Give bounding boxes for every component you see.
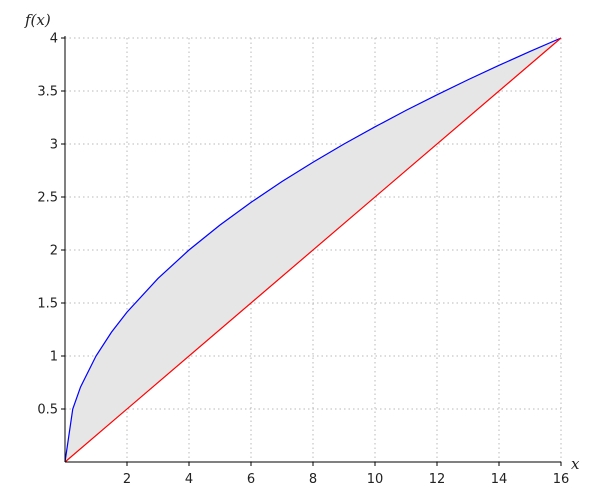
x-tick-label: 4	[185, 472, 193, 487]
y-tick-label: 2.5	[37, 191, 58, 206]
x-tick-label: 6	[247, 472, 255, 487]
series-line-0	[64, 37, 562, 463]
x-tick-label: 2	[123, 472, 131, 487]
series-line-1	[64, 37, 562, 463]
y-tick-label: 2	[50, 244, 58, 259]
x-axis-label: x	[571, 455, 580, 473]
y-tick-label: 0.5	[37, 403, 58, 418]
x-tick-label: 16	[553, 472, 570, 487]
x-tick-label: 12	[429, 472, 446, 487]
x-tick-label: 14	[491, 472, 508, 487]
y-tick-label: 1	[50, 350, 58, 365]
ticks: 2 4 6 8 10 12 14 16 0.5 1 1.5 2 2.5 3 3.5 4	[37, 32, 569, 488]
y-axis-label: f(x)	[24, 11, 51, 29]
y-tick-label: 3.5	[37, 85, 58, 100]
x-tick-label: 10	[367, 472, 384, 487]
series-layer	[64, 37, 562, 463]
x-tick-label: 8	[309, 472, 317, 487]
y-tick-label: 1.5	[37, 297, 58, 312]
y-tick-label: 4	[50, 32, 58, 47]
y-tick-label: 3	[50, 138, 58, 153]
